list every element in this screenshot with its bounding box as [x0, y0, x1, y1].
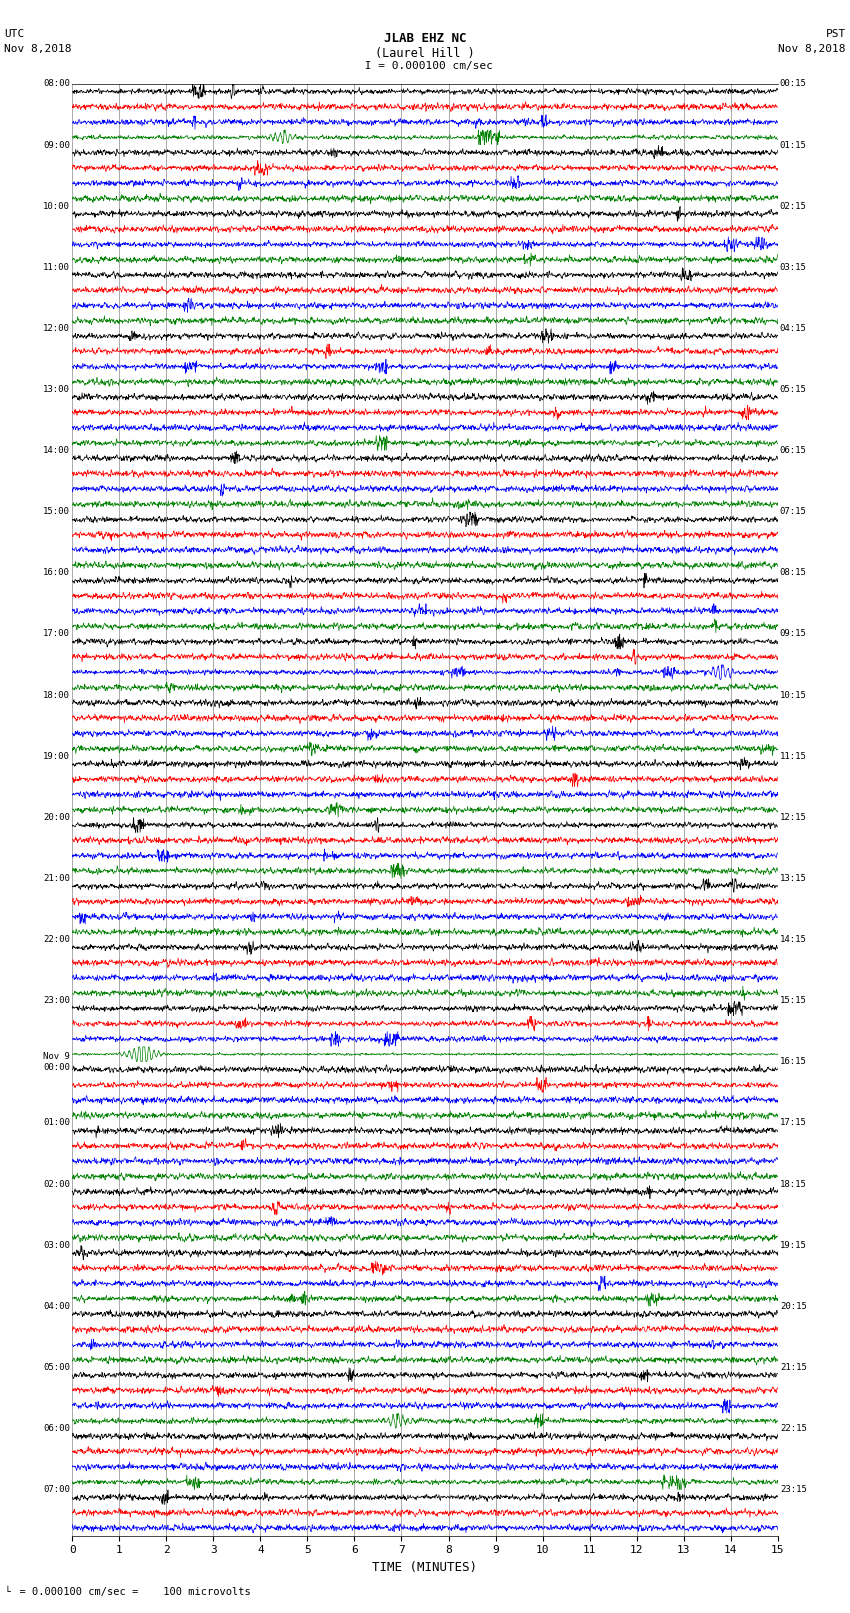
Text: 02:15: 02:15	[779, 202, 807, 211]
Text: 23:00: 23:00	[43, 997, 71, 1005]
Text: 04:15: 04:15	[779, 324, 807, 332]
Text: 17:15: 17:15	[779, 1118, 807, 1127]
Text: 04:00: 04:00	[43, 1302, 71, 1311]
Text: 02:00: 02:00	[43, 1179, 71, 1189]
Text: 07:15: 07:15	[779, 506, 807, 516]
Text: 12:15: 12:15	[779, 813, 807, 823]
Text: 19:15: 19:15	[779, 1240, 807, 1250]
Text: 06:15: 06:15	[779, 447, 807, 455]
Text: 01:00: 01:00	[43, 1118, 71, 1127]
Text: 03:00: 03:00	[43, 1240, 71, 1250]
Text: 15:15: 15:15	[779, 997, 807, 1005]
Text: 19:00: 19:00	[43, 752, 71, 761]
Text: 12:00: 12:00	[43, 324, 71, 332]
Text: 08:15: 08:15	[779, 568, 807, 577]
Text: 07:00: 07:00	[43, 1486, 71, 1494]
Text: 09:00: 09:00	[43, 140, 71, 150]
Text: 00:15: 00:15	[779, 79, 807, 89]
Text: 11:15: 11:15	[779, 752, 807, 761]
Text: 20:00: 20:00	[43, 813, 71, 823]
Text: 03:15: 03:15	[779, 263, 807, 271]
Text: 13:15: 13:15	[779, 874, 807, 882]
Text: 05:15: 05:15	[779, 386, 807, 394]
Text: 13:00: 13:00	[43, 386, 71, 394]
X-axis label: TIME (MINUTES): TIME (MINUTES)	[372, 1561, 478, 1574]
Text: 06:00: 06:00	[43, 1424, 71, 1432]
Text: 16:00: 16:00	[43, 568, 71, 577]
Text: = 0.000100 cm/sec =    100 microvolts: = 0.000100 cm/sec = 100 microvolts	[7, 1587, 251, 1597]
Text: 11:00: 11:00	[43, 263, 71, 271]
Text: 10:15: 10:15	[779, 690, 807, 700]
Text: 08:00: 08:00	[43, 79, 71, 89]
Text: I = 0.000100 cm/sec: I = 0.000100 cm/sec	[358, 61, 492, 71]
Text: 17:00: 17:00	[43, 629, 71, 639]
Text: 20:15: 20:15	[779, 1302, 807, 1311]
Text: 21:00: 21:00	[43, 874, 71, 882]
Text: Nov 8,2018: Nov 8,2018	[4, 44, 71, 53]
Text: 14:00: 14:00	[43, 447, 71, 455]
Text: Nov 8,2018: Nov 8,2018	[779, 44, 846, 53]
Text: Nov 9
00:00: Nov 9 00:00	[43, 1052, 71, 1071]
Text: 16:15: 16:15	[779, 1058, 807, 1066]
Text: PST: PST	[825, 29, 846, 39]
Text: 21:15: 21:15	[779, 1363, 807, 1373]
Text: 18:15: 18:15	[779, 1179, 807, 1189]
Text: 23:15: 23:15	[779, 1486, 807, 1494]
Text: 10:00: 10:00	[43, 202, 71, 211]
Text: └: └	[4, 1587, 10, 1597]
Text: 18:00: 18:00	[43, 690, 71, 700]
Text: 15:00: 15:00	[43, 506, 71, 516]
Text: (Laurel Hill ): (Laurel Hill )	[375, 47, 475, 60]
Text: 05:00: 05:00	[43, 1363, 71, 1373]
Text: JLAB EHZ NC: JLAB EHZ NC	[383, 32, 467, 45]
Text: 14:15: 14:15	[779, 936, 807, 944]
Text: 09:15: 09:15	[779, 629, 807, 639]
Text: 22:00: 22:00	[43, 936, 71, 944]
Text: 22:15: 22:15	[779, 1424, 807, 1432]
Text: 01:15: 01:15	[779, 140, 807, 150]
Text: UTC: UTC	[4, 29, 25, 39]
